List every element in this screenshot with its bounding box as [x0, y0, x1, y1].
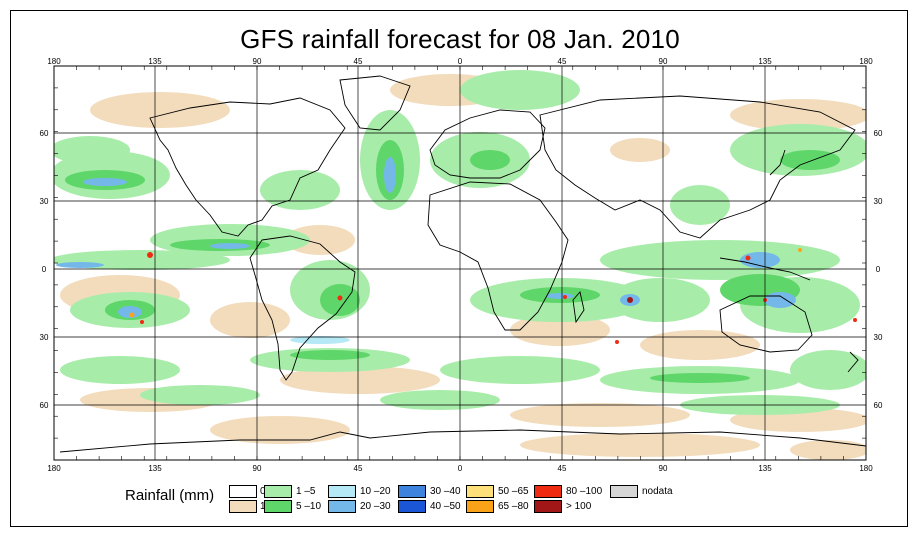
- lon-label: 45: [558, 464, 567, 473]
- legend-swatch: [398, 485, 426, 498]
- legend-title: Rainfall (mm): [125, 487, 215, 504]
- latitude-labels-right: 60 30 0 30 60: [874, 129, 883, 410]
- lon-label: 135: [148, 464, 162, 473]
- graticule: [54, 66, 866, 460]
- legend-swatch: [264, 485, 292, 498]
- legend-label: 20 –30: [360, 501, 391, 512]
- legend-label: 50 –65: [498, 486, 529, 497]
- legend-swatch: [229, 500, 257, 513]
- south-america-outline: [249, 235, 356, 381]
- legend-label: nodata: [642, 486, 673, 497]
- lon-label: 45: [354, 464, 363, 473]
- lon-label: 135: [758, 57, 772, 66]
- lon-label: 180: [47, 464, 61, 473]
- lon-label: 135: [758, 464, 772, 473]
- lat-label: 30: [874, 333, 883, 342]
- rain-5-10mm-zones: [65, 140, 840, 383]
- map-title: GFS rainfall forecast for 08 Jan. 2010: [240, 24, 680, 54]
- legend-label: 30 –40: [430, 486, 461, 497]
- lon-label: 45: [558, 57, 567, 66]
- antarctica-outline: [59, 429, 866, 453]
- greenland-outline: [339, 75, 411, 131]
- legend-swatch: [610, 485, 638, 498]
- europe-outline: [429, 109, 546, 179]
- figure-frame: [10, 10, 908, 527]
- legend-swatch: [328, 485, 356, 498]
- legend-label: 0: [260, 486, 266, 497]
- lat-label: 60: [40, 401, 49, 410]
- lat-label: 0: [42, 265, 47, 274]
- lon-label: 90: [253, 57, 262, 66]
- legend-swatch: [466, 485, 494, 498]
- coastlines: [59, 75, 866, 453]
- new-zealand-outline: [847, 351, 859, 373]
- legend-swatch: [534, 485, 562, 498]
- asia-outline: [539, 95, 856, 239]
- lon-label: 90: [253, 464, 262, 473]
- lat-label: 60: [40, 129, 49, 138]
- legend-swatch: [229, 485, 257, 498]
- madagascar-outline: [572, 291, 585, 324]
- legend-swatch: [534, 500, 562, 513]
- lat-label: 60: [874, 401, 883, 410]
- lon-label: 180: [859, 464, 873, 473]
- lat-label: 30: [874, 197, 883, 206]
- legend-label: 10 –20: [360, 486, 391, 497]
- lat-label: 0: [876, 265, 881, 274]
- lon-label: 45: [354, 57, 363, 66]
- lon-label: 180: [859, 57, 873, 66]
- north-america-outline: [149, 97, 346, 237]
- legend-swatch: [466, 500, 494, 513]
- lat-label: 30: [40, 197, 49, 206]
- legend-label: > 100: [566, 501, 592, 512]
- legend-label: 5 –10: [296, 501, 322, 512]
- legend-label: 1: [260, 501, 266, 512]
- lon-label: 90: [659, 464, 668, 473]
- lon-label: 180: [47, 57, 61, 66]
- longitude-labels-bottom: 180 135 90 45 0 45 90 135 180: [47, 464, 873, 473]
- lat-label: 30: [40, 333, 49, 342]
- latitude-labels-left: 60 30 0 30 60: [40, 129, 49, 410]
- legend-label: 65 –80: [498, 501, 529, 512]
- lon-label: 0: [458, 57, 463, 66]
- lon-label: 0: [458, 464, 463, 473]
- legend-label: 80 –100: [566, 486, 603, 497]
- tick-marks: [53, 65, 867, 460]
- legend-swatch: [398, 500, 426, 513]
- legend-swatch: [328, 500, 356, 513]
- legend-label: 1 –5: [296, 486, 316, 497]
- japan-outline: [769, 149, 786, 176]
- longitude-labels-top: 180 135 90 45 0 45 90 135 180: [47, 57, 873, 66]
- map-canvas: [54, 66, 866, 460]
- legend-swatch: [264, 500, 292, 513]
- lon-label: 135: [148, 57, 162, 66]
- africa-outline: [427, 181, 569, 331]
- lon-label: 90: [659, 57, 668, 66]
- rain-10-30mm-zones: [56, 157, 796, 344]
- indonesia-outline: [719, 257, 811, 281]
- legend-label: 40 –50: [430, 501, 461, 512]
- lat-label: 60: [874, 129, 883, 138]
